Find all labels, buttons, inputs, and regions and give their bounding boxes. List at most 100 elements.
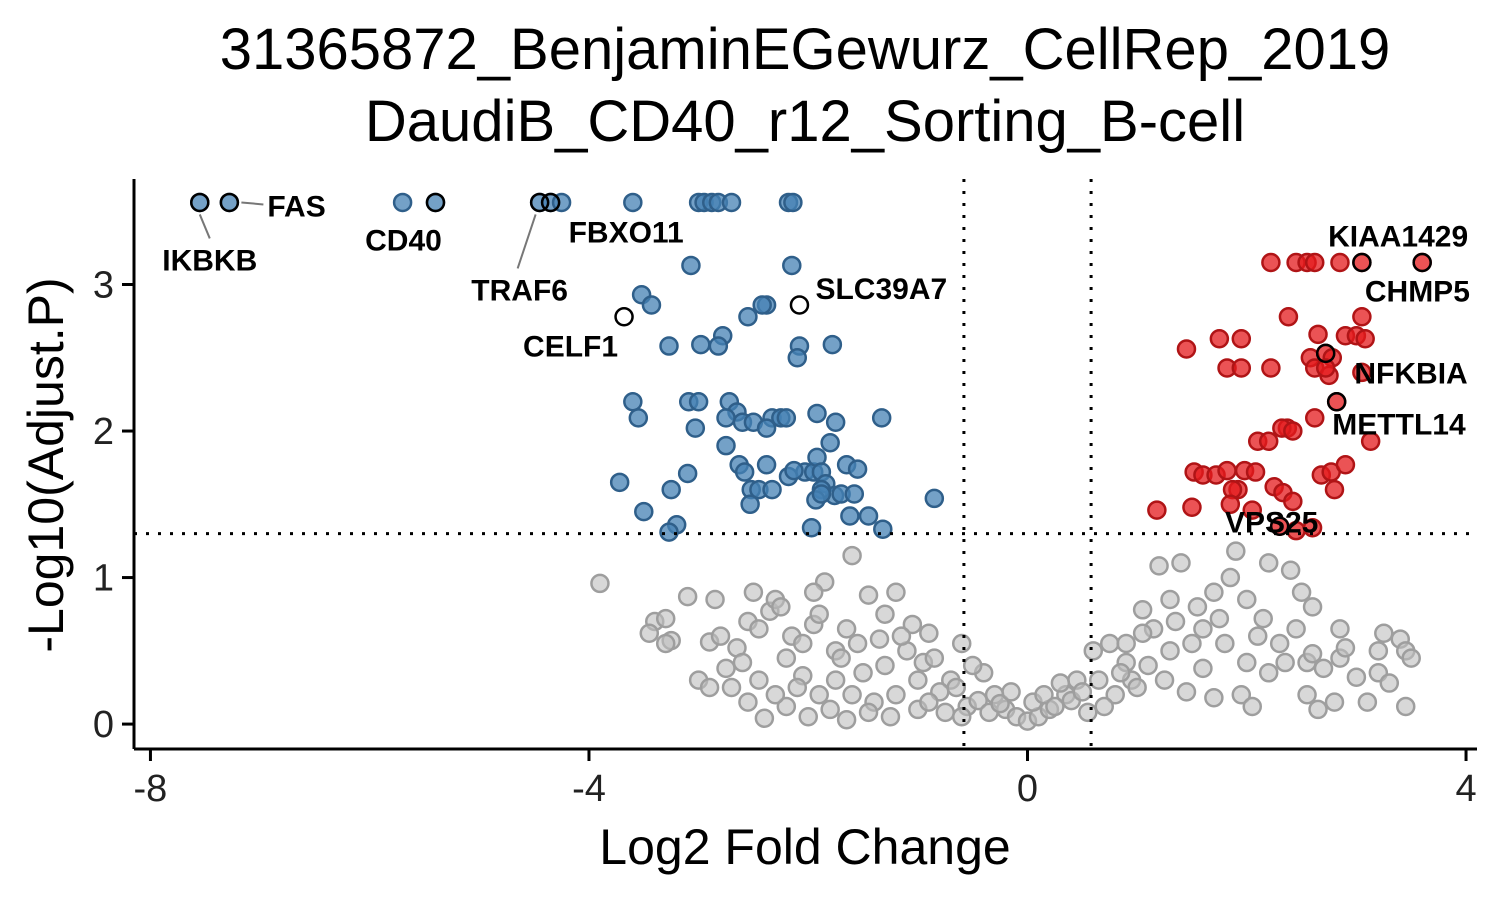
ns-point	[886, 582, 906, 602]
ns-point	[749, 619, 769, 639]
ns-point	[1297, 685, 1317, 705]
down-point	[688, 391, 709, 412]
ns-point	[754, 708, 775, 728]
ns-point	[869, 629, 890, 649]
down-point	[734, 462, 755, 482]
ns-point	[1001, 682, 1021, 702]
ns-point	[1105, 685, 1125, 705]
ns-point	[798, 707, 818, 727]
ns-point	[842, 545, 862, 566]
down-point	[811, 484, 832, 504]
ns-point	[946, 677, 966, 698]
ns-point	[1132, 600, 1153, 620]
up-point	[1217, 460, 1237, 481]
ns-point	[1176, 682, 1197, 702]
down-point	[716, 408, 736, 428]
ns-point	[1258, 553, 1279, 573]
highlighted-point	[529, 192, 550, 213]
ns-point	[1379, 673, 1400, 693]
ns-point	[1072, 682, 1093, 702]
x-ticks: -8 -4 0 4	[134, 749, 1477, 810]
down-point	[738, 306, 758, 327]
up-point	[1242, 500, 1263, 520]
down-point	[784, 460, 804, 481]
annotation-connector	[198, 214, 211, 239]
ns-point	[787, 677, 808, 698]
ns-point	[853, 663, 873, 683]
ns-point	[1160, 641, 1180, 661]
down-point	[782, 255, 802, 276]
ns-point	[1330, 619, 1350, 639]
down-point	[825, 412, 846, 432]
up-point	[1308, 324, 1328, 345]
ns-point	[677, 586, 698, 607]
ns-point	[1237, 652, 1257, 673]
down-point	[801, 517, 822, 538]
annotation-connector	[516, 214, 537, 269]
down-point	[716, 435, 736, 456]
ns-point	[1094, 696, 1114, 717]
gene-label: CELF1	[523, 331, 618, 364]
gene-label: SLC39A7	[815, 273, 947, 306]
ns-point	[1045, 696, 1065, 717]
down-point	[858, 506, 879, 526]
down-point	[641, 295, 662, 315]
ns-point	[1050, 673, 1071, 693]
x-tick-label: 4	[1455, 768, 1476, 810]
ns-point	[836, 709, 857, 730]
ns-point	[1395, 696, 1416, 717]
gene-label: METTL14	[1332, 409, 1466, 442]
up-point	[1283, 491, 1303, 512]
highlighted-point	[1315, 343, 1336, 364]
down-point	[756, 418, 777, 438]
y-axis-label: -Log10(Adjust.P)	[18, 277, 74, 652]
ns-point	[1127, 677, 1147, 698]
annotation-connector	[241, 201, 264, 206]
ns-point	[710, 626, 731, 646]
down-point	[392, 192, 413, 213]
ns-point	[924, 648, 945, 668]
down-point	[691, 334, 711, 355]
down-point	[740, 494, 760, 515]
gene-label: TRAF6	[471, 274, 568, 307]
up-point	[1324, 479, 1345, 500]
down-point	[844, 484, 865, 504]
highlighted-point	[219, 192, 240, 213]
ns-point	[935, 702, 956, 723]
highlighted-point	[1412, 252, 1432, 273]
ns-point	[716, 658, 736, 679]
gene-label: CHMP5	[1365, 276, 1470, 309]
highlighted-point	[1352, 252, 1372, 273]
down-point	[623, 391, 643, 412]
ns-point	[919, 692, 939, 712]
ns-point	[1171, 553, 1191, 573]
ns-point	[1231, 685, 1252, 705]
down-point	[681, 255, 701, 276]
ns-point	[705, 589, 725, 610]
highlighted-point	[1269, 516, 1290, 537]
ns-point	[1324, 692, 1345, 712]
down-point	[685, 418, 706, 438]
gene-label: NFKBIA	[1354, 357, 1467, 390]
ns-point	[1160, 589, 1180, 610]
ns-point	[765, 685, 786, 705]
ns-point	[1193, 619, 1213, 639]
up-point	[1304, 252, 1325, 273]
ns-point	[1165, 611, 1186, 632]
ns-point	[951, 707, 972, 727]
ns-point	[776, 696, 797, 717]
ns-point	[1368, 641, 1389, 661]
y-tick-label: 0	[93, 704, 114, 746]
down-point	[609, 472, 630, 493]
ns-point	[1237, 589, 1257, 610]
ns-point	[1083, 641, 1104, 661]
ns-point	[776, 648, 797, 668]
y-ticks: 0 1 2 3	[93, 265, 134, 746]
up-point	[1147, 500, 1167, 520]
ns-point	[902, 614, 923, 635]
ns-point	[858, 702, 879, 723]
up-point	[1283, 421, 1303, 441]
y-tick-label: 1	[93, 558, 114, 600]
ns-point	[1242, 696, 1263, 717]
ns-point	[1291, 582, 1312, 602]
